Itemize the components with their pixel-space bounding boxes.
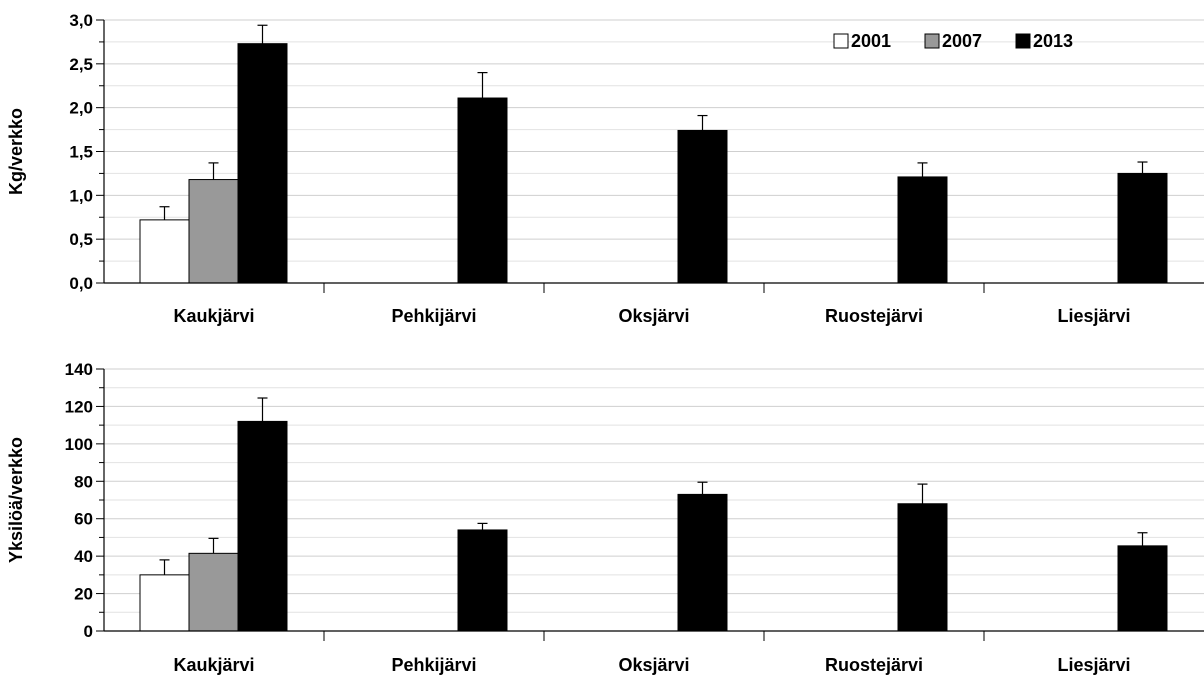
legend-swatch-2013 <box>1015 33 1031 49</box>
legend-label-2001: 2001 <box>851 31 891 51</box>
legend: 2001 2007 2013 <box>833 31 1073 51</box>
legend-label-2013: 2013 <box>1033 31 1073 51</box>
y-tick-label: 2,0 <box>69 99 93 118</box>
x-category-label: Kaukjärvi <box>173 655 254 675</box>
x-category-label: Liesjärvi <box>1057 306 1130 326</box>
bar-oksjarvi-2013 <box>677 493 728 632</box>
y-tick-label: 0,0 <box>69 274 93 293</box>
x-category-label: Ruostejärvi <box>825 655 923 675</box>
y-tick-label: 40 <box>74 547 93 566</box>
x-category-label: Oksjärvi <box>618 655 689 675</box>
y-tick-label: 80 <box>74 472 93 491</box>
x-category-label: Kaukjärvi <box>173 306 254 326</box>
y-tick-label: 20 <box>74 585 93 604</box>
bar-kaukjarvi-2001 <box>139 574 190 632</box>
bar-kaukjarvi-2001 <box>139 219 190 284</box>
legend-swatch-2007 <box>924 33 940 49</box>
x-category-label: Pehkijärvi <box>391 655 476 675</box>
y-axis-title: Kg/verkko <box>6 108 26 195</box>
x-category-label: Oksjärvi <box>618 306 689 326</box>
y-axis-title: Yksilöä/verkko <box>6 437 26 563</box>
chart-top-kg-per-net: 0,0 0,5 1,0 1,5 2,0 2,5 3,0 Kaukjärvi Pehkijärvi… <box>6 11 1204 326</box>
x-category-label: Pehkijärvi <box>391 306 476 326</box>
y-tick-label: 1,0 <box>69 186 93 205</box>
bar-liesjarvi-2013 <box>1117 545 1168 632</box>
x-category-label: Liesjärvi <box>1057 655 1130 675</box>
x-category-label: Ruostejärvi <box>825 306 923 326</box>
bar-oksjarvi-2013 <box>677 129 728 284</box>
bar-kaukjarvi-2007 <box>188 552 239 632</box>
y-tick-label: 60 <box>74 510 93 529</box>
bar-ruostejarvi-2013 <box>897 503 948 632</box>
y-tick-label: 1,5 <box>69 143 93 162</box>
bar-kaukjarvi-2013 <box>237 43 288 284</box>
y-tick-label: 0 <box>84 622 93 641</box>
legend-label-2007: 2007 <box>942 31 982 51</box>
y-tick-label: 0,5 <box>69 230 93 249</box>
legend-swatch-2001 <box>833 33 849 49</box>
y-tick-label: 3,0 <box>69 11 93 30</box>
y-tick-label: 2,5 <box>69 55 93 74</box>
bar-liesjarvi-2013 <box>1117 172 1168 284</box>
y-tick-label: 100 <box>65 435 93 454</box>
bar-pehkijarvi-2013 <box>457 97 508 284</box>
bar-kaukjarvi-2007 <box>188 179 239 284</box>
bar-kaukjarvi-2013 <box>237 420 288 632</box>
y-tick-label: 140 <box>65 360 93 379</box>
y-tick-label: 120 <box>65 397 93 416</box>
bar-ruostejarvi-2013 <box>897 176 948 284</box>
bar-pehkijarvi-2013 <box>457 529 508 632</box>
chart-bottom-individuals-per-net: 0 20 40 60 80 100 120 140 Kaukjärvi Pehkijärvi Oks… <box>6 360 1204 675</box>
